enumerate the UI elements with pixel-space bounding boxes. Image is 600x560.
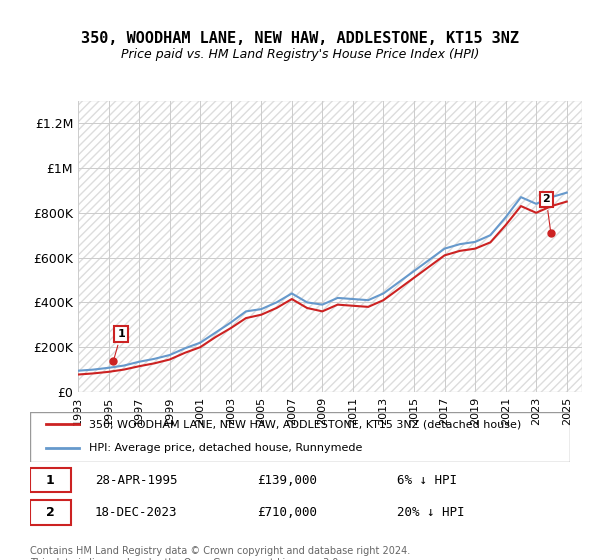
FancyBboxPatch shape [30, 500, 71, 525]
Text: Contains HM Land Registry data © Crown copyright and database right 2024.
This d: Contains HM Land Registry data © Crown c… [30, 546, 410, 560]
Text: 2: 2 [46, 506, 55, 519]
Text: 350, WOODHAM LANE, NEW HAW, ADDLESTONE, KT15 3NZ: 350, WOODHAM LANE, NEW HAW, ADDLESTONE, … [81, 31, 519, 46]
Text: 6% ↓ HPI: 6% ↓ HPI [397, 474, 457, 487]
Text: HPI: Average price, detached house, Runnymede: HPI: Average price, detached house, Runn… [89, 443, 363, 453]
Text: 1: 1 [46, 474, 55, 487]
Text: 350, WOODHAM LANE, NEW HAW, ADDLESTONE, KT15 3NZ (detached house): 350, WOODHAM LANE, NEW HAW, ADDLESTONE, … [89, 419, 521, 429]
Text: £139,000: £139,000 [257, 474, 317, 487]
Text: 20% ↓ HPI: 20% ↓ HPI [397, 506, 465, 519]
Text: 1: 1 [114, 329, 125, 358]
Text: 18-DEC-2023: 18-DEC-2023 [95, 506, 178, 519]
Text: £710,000: £710,000 [257, 506, 317, 519]
FancyBboxPatch shape [30, 468, 71, 492]
Text: Price paid vs. HM Land Registry's House Price Index (HPI): Price paid vs. HM Land Registry's House … [121, 48, 479, 60]
Text: 2: 2 [542, 194, 550, 230]
Text: 28-APR-1995: 28-APR-1995 [95, 474, 178, 487]
